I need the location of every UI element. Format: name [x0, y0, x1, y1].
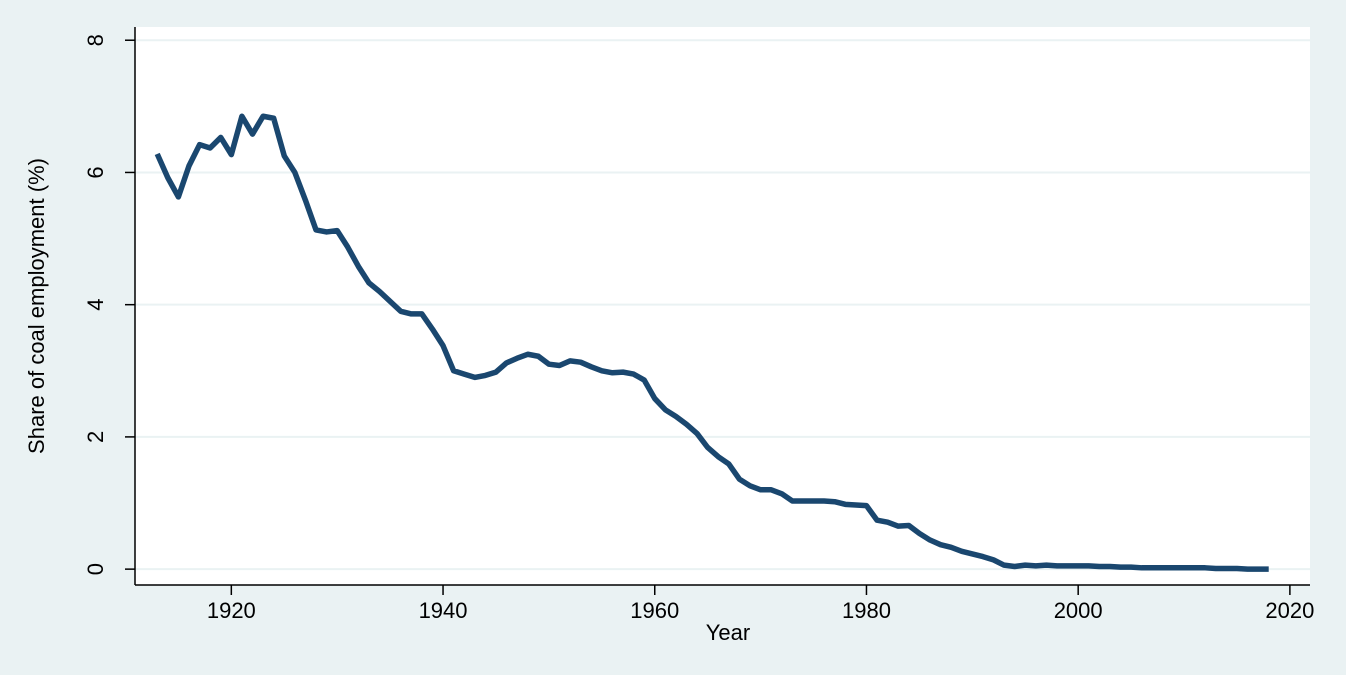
- y-tick-label: 2: [83, 431, 108, 443]
- y-axis-label: Share of coal employment (%): [24, 158, 49, 454]
- y-tick-label: 4: [83, 299, 108, 311]
- x-tick-label: 1940: [419, 598, 468, 623]
- x-axis-label: Year: [706, 620, 750, 645]
- y-tick-label: 6: [83, 166, 108, 178]
- x-tick-label: 1960: [630, 598, 679, 623]
- x-tick-label: 2000: [1054, 598, 1103, 623]
- x-tick-label: 2020: [1265, 598, 1314, 623]
- y-tick-label: 8: [83, 34, 108, 46]
- y-tick-label: 0: [83, 563, 108, 575]
- line: [154, 113, 1269, 572]
- x-tick-label: 1980: [842, 598, 891, 623]
- x-tick-label: 1920: [207, 598, 256, 623]
- plot-area: [135, 27, 1310, 585]
